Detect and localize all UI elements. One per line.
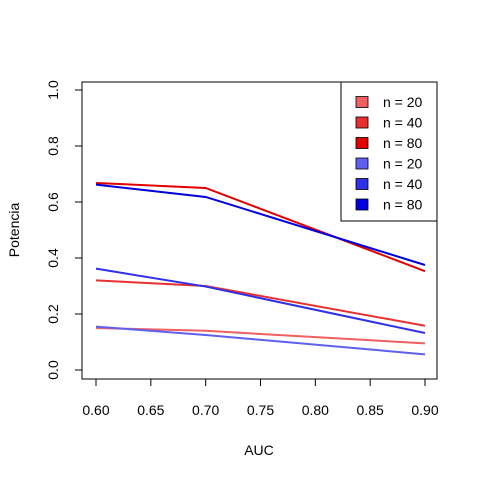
x-tick-label: 0.70 [192, 402, 219, 418]
legend-label: n = 40 [383, 115, 423, 131]
y-tick-label: 0.8 [45, 136, 61, 156]
series-line-3 [95, 181, 426, 273]
legend-swatch [355, 198, 369, 211]
legend-label: n = 20 [383, 156, 423, 172]
y-tick-label: 0.4 [45, 248, 61, 268]
legend-swatch [355, 137, 369, 149]
series-line-6 [95, 183, 426, 266]
legend: n = 20 n = 40 n = 80 n = 20 n = 40 n = 80 [340, 81, 438, 222]
series-lines [95, 181, 426, 356]
x-tick-label: 0.80 [302, 402, 329, 418]
series-line-5 [95, 267, 426, 335]
x-tick-label: 0.90 [411, 402, 438, 418]
x-tick-label: 0.75 [247, 402, 274, 418]
y-tick-label: 0.6 [45, 192, 61, 212]
x-tick-label: 0.60 [82, 402, 109, 418]
legend-label: n = 20 [383, 94, 423, 110]
legend-swatch [355, 96, 369, 108]
legend-items: n = 20 n = 40 n = 80 n = 20 n = 40 n = 80 [355, 94, 423, 213]
series-line-4 [95, 325, 426, 356]
x-axis: 0.60 0.65 0.70 0.75 0.80 0.85 0.90 [82, 378, 439, 418]
legend-swatch [355, 157, 369, 170]
y-tick-label: 0.0 [45, 360, 61, 380]
legend-swatch [355, 178, 369, 190]
x-tick-label: 0.85 [357, 402, 384, 418]
y-tick-label: 0.2 [45, 304, 61, 324]
x-axis-label: AUC [244, 442, 274, 458]
x-tick-label: 0.65 [137, 402, 164, 418]
legend-label: n = 80 [383, 197, 423, 213]
legend-label: n = 80 [383, 135, 423, 151]
y-tick-label: 1.0 [45, 80, 61, 100]
legend-swatch [355, 116, 369, 129]
y-axis-label: Potencia [6, 203, 22, 258]
y-axis: 0.0 0.2 0.4 0.6 0.8 1.0 [45, 80, 83, 380]
legend-label: n = 40 [383, 176, 423, 192]
